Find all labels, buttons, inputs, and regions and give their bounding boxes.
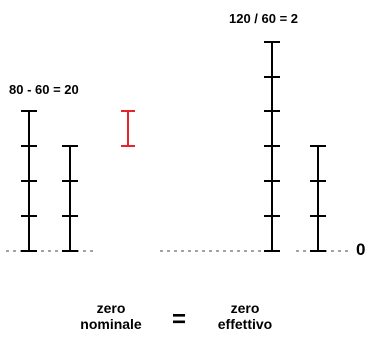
difference-marker <box>121 110 135 147</box>
caption-nominal-zero: zero nominale <box>66 300 156 332</box>
caption-left-line2: nominale <box>80 316 142 332</box>
difference-label: 80 - 60 = 20 <box>9 82 79 97</box>
ruler-left-tall <box>21 110 37 252</box>
equals-sign: = <box>172 306 187 333</box>
caption-effective-zero: zero effettivo <box>200 300 290 332</box>
caption-right-line2: effettivo <box>217 316 273 332</box>
ruler-right-short <box>310 145 326 252</box>
zero-axis-label: 0 <box>356 240 366 259</box>
caption-right-line1: zero <box>230 300 260 316</box>
ruler-right-tall <box>264 41 280 252</box>
ratio-label: 120 / 60 = 2 <box>229 11 299 26</box>
caption-left-line1: zero <box>96 300 126 316</box>
ruler-left-short <box>62 145 78 252</box>
